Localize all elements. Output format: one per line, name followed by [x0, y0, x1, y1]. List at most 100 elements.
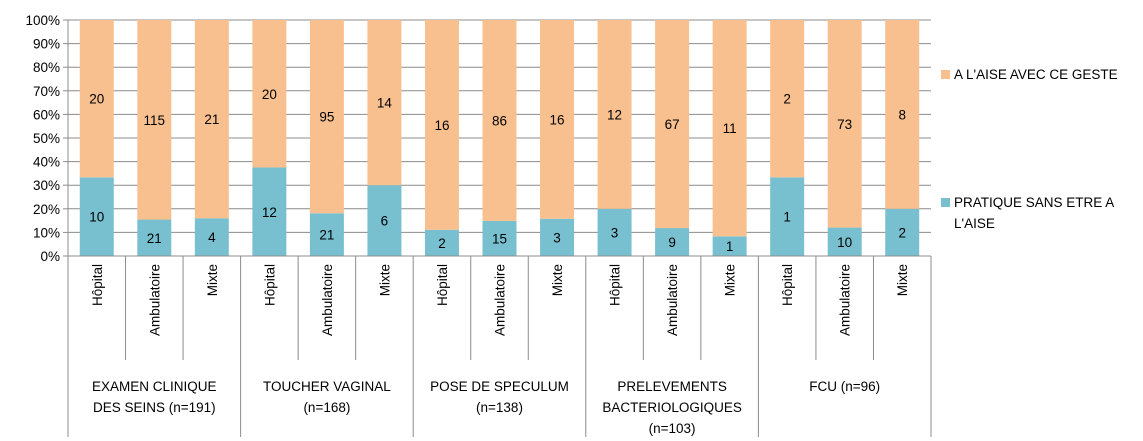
data-label: 2	[438, 236, 446, 251]
bar-segment-pratique	[424, 229, 459, 256]
data-label: 9	[668, 235, 676, 250]
category-label: Ambulatoire	[838, 264, 853, 336]
bar-segment-aise	[309, 20, 344, 214]
legend-swatch	[941, 198, 950, 207]
bar-segment-pratique	[770, 177, 805, 256]
category-label: Hôpital	[435, 264, 450, 306]
data-label: 1	[726, 239, 734, 254]
y-tick-label: 60%	[33, 107, 60, 122]
category-label: Ambulatoire	[665, 264, 680, 336]
group-label: (n=103)	[649, 421, 696, 436]
category-label: Mixte	[550, 264, 565, 296]
bar-segment-aise	[540, 20, 575, 219]
bar-segment-pratique	[252, 167, 287, 256]
data-label: 95	[319, 110, 334, 125]
y-tick-label: 70%	[33, 84, 60, 99]
group-label: POSE DE SPECULUM	[430, 379, 569, 394]
bar-segment-aise	[194, 20, 229, 219]
legend: A L'AISE AVEC CE GESTE PRATIQUE SANS ETRE…	[941, 67, 1118, 231]
data-label: 10	[89, 210, 104, 225]
data-label: 67	[665, 117, 680, 132]
bar-segment-pratique	[655, 228, 690, 256]
category-label: Mixte	[377, 264, 392, 296]
bar-segment-aise	[655, 20, 690, 229]
legend-label: A L'AISE AVEC CE GESTE	[954, 67, 1118, 82]
data-label: 21	[319, 228, 334, 243]
y-tick-label: 20%	[33, 202, 60, 217]
bar-segment-pratique	[885, 208, 920, 256]
bar-segment-pratique	[712, 236, 747, 256]
data-label: 2	[898, 225, 906, 240]
data-label: 21	[147, 231, 162, 246]
group-label: (n=138)	[476, 400, 523, 415]
legend-label: PRATIQUE SANS ETRE A	[954, 195, 1114, 210]
data-label: 15	[492, 231, 507, 246]
data-label: 12	[607, 107, 622, 122]
data-label: 6	[381, 214, 389, 229]
group-label: BACTERIOLOGIQUES	[602, 400, 742, 415]
data-label: 1	[783, 210, 791, 225]
legend-swatch	[941, 70, 950, 79]
bar-segment-pratique	[367, 185, 402, 256]
y-tick-label: 0%	[40, 249, 60, 264]
category-label: Hôpital	[262, 264, 277, 306]
bars: 1020211154211220219561421615863163129671…	[79, 20, 920, 256]
y-tick-label: 40%	[33, 155, 60, 170]
bar-segment-aise	[597, 20, 632, 209]
category-label: Hôpital	[780, 264, 795, 306]
bar-segment-pratique	[137, 219, 172, 256]
category-label: Mixte	[723, 264, 738, 296]
group-label: PRELEVEMENTS	[617, 379, 727, 394]
data-label: 12	[262, 205, 277, 220]
data-label: 20	[89, 92, 104, 107]
bar-segment-pratique	[79, 177, 114, 256]
data-label: 3	[611, 225, 619, 240]
data-label: 11	[723, 121, 737, 136]
data-label: 3	[553, 230, 561, 245]
group-label: EXAMEN CLINIQUE	[92, 379, 217, 394]
group-label: DES SEINS (n=191)	[93, 400, 216, 415]
category-label: Mixte	[205, 264, 220, 296]
y-tick-label: 50%	[33, 131, 60, 146]
data-label: 8	[898, 107, 906, 122]
bar-segment-aise	[424, 20, 459, 230]
bar-segment-pratique	[597, 208, 632, 256]
bar-segment-aise	[137, 20, 172, 220]
bar-segment-aise	[482, 20, 517, 221]
data-label: 14	[377, 96, 393, 111]
category-label: Mixte	[895, 264, 910, 296]
group-label: (n=168)	[303, 400, 350, 415]
bar-segment-pratique	[827, 227, 862, 256]
y-tick-label: 100%	[25, 13, 60, 28]
data-label: 21	[204, 112, 219, 127]
y-tick-label: 30%	[33, 178, 60, 193]
bar-segment-aise	[367, 20, 402, 186]
data-label: 16	[550, 112, 565, 127]
bar-segment-pratique	[540, 218, 575, 256]
category-label: Ambulatoire	[320, 264, 335, 336]
axes: 0% 10% 20% 30% 40% 50% 60% 70% 80% 90% 100% Hôpital…	[25, 13, 932, 437]
category-label: Hôpital	[90, 264, 105, 306]
data-label: 2	[783, 92, 791, 107]
bar-segment-aise	[79, 20, 114, 178]
category-label: Hôpital	[608, 264, 623, 306]
data-label: 4	[208, 230, 216, 245]
group-label: FCU (n=96)	[809, 379, 880, 394]
bar-segment-aise	[770, 20, 805, 178]
category-label: Ambulatoire	[493, 264, 508, 336]
bar-segment-aise	[252, 20, 287, 168]
bar-segment-aise	[712, 20, 747, 237]
bar-segment-pratique	[309, 213, 344, 256]
y-tick-label: 10%	[33, 225, 60, 240]
y-tick-label: 80%	[33, 60, 60, 75]
data-label: 86	[492, 113, 507, 128]
bar-segment-pratique	[482, 220, 517, 256]
data-label: 16	[434, 118, 449, 133]
data-label: 20	[262, 87, 277, 102]
legend-label: L'AISE	[954, 216, 995, 231]
data-label: 73	[837, 117, 852, 132]
data-label: 10	[837, 235, 852, 250]
bar-segment-aise	[827, 20, 862, 228]
bar-segment-aise	[885, 20, 920, 209]
